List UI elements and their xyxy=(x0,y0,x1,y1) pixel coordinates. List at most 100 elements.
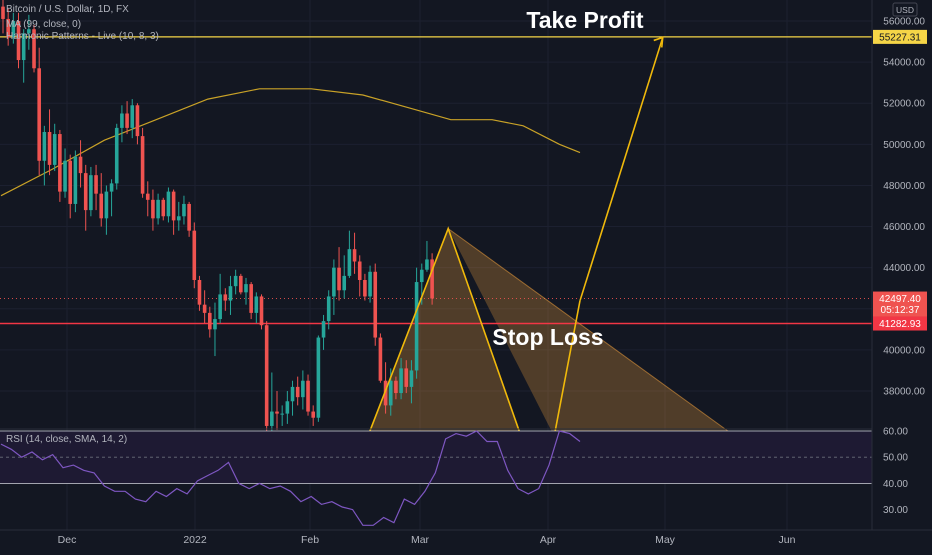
candle xyxy=(404,360,409,394)
candle xyxy=(270,372,274,437)
price-tick-label: 38000.00 xyxy=(883,387,925,398)
candle-body xyxy=(1,6,5,19)
candle xyxy=(352,232,357,274)
candle-body xyxy=(264,325,269,426)
candle xyxy=(89,166,93,217)
time-tick-label: Jun xyxy=(779,534,796,546)
candle-body xyxy=(295,386,300,398)
candle xyxy=(259,294,264,330)
candle xyxy=(156,193,160,225)
candle-body xyxy=(290,386,295,402)
candle-body xyxy=(306,380,310,412)
time-tick-label: Mar xyxy=(411,534,430,546)
time-tick-label: Dec xyxy=(58,534,77,546)
candle-body xyxy=(16,21,21,61)
candle-body xyxy=(394,380,398,394)
candle xyxy=(63,148,67,198)
harmonic-triangle-left xyxy=(365,228,524,443)
candle-body xyxy=(27,29,31,34)
candle xyxy=(223,288,228,311)
candle xyxy=(197,275,202,311)
rsi-tick-label: 30.00 xyxy=(883,505,908,516)
candle xyxy=(192,222,197,289)
candle xyxy=(83,164,88,231)
candle xyxy=(27,14,31,50)
candle-body xyxy=(425,259,429,270)
candle xyxy=(151,189,155,231)
rsi-indicator-legend[interactable]: RSI (14, close, SMA, 14, 2) xyxy=(6,434,128,445)
candle xyxy=(176,201,181,231)
candle-body xyxy=(383,380,388,406)
candle-body xyxy=(275,411,279,414)
candle-body xyxy=(388,380,393,406)
candle xyxy=(311,405,315,426)
candle-body xyxy=(182,203,186,217)
candle xyxy=(37,47,41,176)
candle-body xyxy=(120,113,124,128)
candle xyxy=(182,195,186,225)
candle xyxy=(99,173,104,227)
harmonic-indicator-legend[interactable]: Harmonic Patterns - Live (10, 8, 3) xyxy=(6,31,159,42)
chart-symbol-title[interactable]: Bitcoin / U.S. Dollar, 1D, FX xyxy=(6,4,129,15)
candle-body xyxy=(202,304,207,313)
candle-body xyxy=(404,368,409,387)
candle xyxy=(430,253,434,305)
rsi-band xyxy=(0,431,872,484)
candle-body xyxy=(197,280,202,305)
candle xyxy=(161,197,166,221)
candle xyxy=(290,380,295,416)
candle-body xyxy=(161,199,166,217)
candle-body xyxy=(285,401,290,414)
candle xyxy=(21,29,26,83)
candle-body xyxy=(342,275,347,291)
candle-body xyxy=(311,411,315,418)
candle xyxy=(1,0,5,34)
candle-body xyxy=(21,33,26,61)
candle-body xyxy=(301,380,305,398)
arrowhead-icon xyxy=(653,36,664,48)
ma99-line xyxy=(0,88,581,197)
candle-body xyxy=(259,296,264,326)
candle-body xyxy=(11,21,16,38)
candle-body xyxy=(270,411,274,426)
candle xyxy=(135,103,140,145)
candle xyxy=(213,302,217,357)
ma-indicator-legend[interactable]: MA (99, close, 0) xyxy=(6,19,82,30)
candle xyxy=(425,240,429,272)
candle xyxy=(306,374,310,416)
stop-loss-annotation[interactable]: Stop Loss xyxy=(492,324,603,350)
candle xyxy=(363,273,367,301)
candle-body xyxy=(332,267,336,297)
candle xyxy=(166,187,171,223)
candle xyxy=(94,164,98,211)
candle xyxy=(11,12,16,44)
candle xyxy=(120,105,124,143)
take-profit-annotation[interactable]: Take Profit xyxy=(526,7,643,33)
last-price-tag xyxy=(873,291,927,317)
time-tick-label: Apr xyxy=(540,534,557,546)
candle-body xyxy=(249,284,253,313)
rsi-tick-label: 40.00 xyxy=(883,479,908,490)
rsi-tick-label: 50.00 xyxy=(883,453,908,464)
candle xyxy=(326,290,331,330)
candle xyxy=(16,12,21,69)
candle xyxy=(378,333,383,383)
candle-body xyxy=(140,136,145,194)
candle-body xyxy=(373,271,378,338)
candle-body xyxy=(352,249,357,262)
candle-body xyxy=(430,259,434,299)
candle-body xyxy=(125,113,129,128)
candle-body xyxy=(114,127,119,184)
candle xyxy=(244,277,248,305)
candle xyxy=(264,321,269,439)
bar-countdown-label: 05:12:37 xyxy=(881,305,920,316)
candle-body xyxy=(99,193,104,219)
price-axis-background xyxy=(872,0,932,550)
candle xyxy=(140,127,145,198)
candle xyxy=(383,362,388,414)
currency-label[interactable]: USD xyxy=(896,5,914,15)
candle xyxy=(187,201,191,237)
candle-body xyxy=(58,134,62,192)
